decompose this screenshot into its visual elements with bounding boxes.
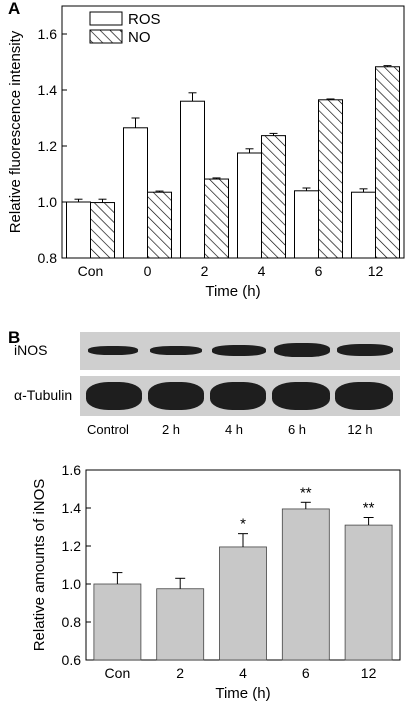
y-tick-label: 0.8 bbox=[62, 614, 82, 630]
y-tick-label: 1.0 bbox=[62, 576, 82, 592]
x-tick-label: 4 bbox=[239, 665, 247, 681]
x-tick-label: 0 bbox=[144, 263, 152, 279]
x-tick-label: Con bbox=[78, 263, 104, 279]
plot-frame bbox=[61, 5, 405, 259]
blot-row-label-inos: iNOS bbox=[14, 342, 48, 358]
lane-label: 2 h bbox=[161, 422, 181, 437]
panel-b-letter: B bbox=[8, 328, 21, 347]
x-tick-label: Con bbox=[105, 665, 131, 681]
bar-no bbox=[261, 135, 286, 259]
bar-ros bbox=[351, 191, 376, 259]
panel-a-letter: A bbox=[8, 0, 21, 18]
bar-no bbox=[90, 202, 115, 259]
significance-marker: ** bbox=[363, 500, 375, 517]
inos-band bbox=[337, 344, 393, 356]
x-tick-label: 2 bbox=[176, 665, 184, 681]
tubulin-band bbox=[210, 382, 266, 410]
bar-ros bbox=[66, 201, 91, 259]
tubulin-band bbox=[335, 382, 393, 410]
significance-marker: ** bbox=[300, 484, 312, 501]
legend-label: NO bbox=[128, 29, 151, 46]
lane-label: 12 h bbox=[347, 422, 373, 437]
x-tick-label: 2 bbox=[201, 263, 209, 279]
bar bbox=[93, 583, 142, 661]
inos-band bbox=[150, 346, 202, 355]
x-tick-label: 6 bbox=[315, 263, 323, 279]
bar-no bbox=[318, 99, 343, 259]
y-tick-label: 1.6 bbox=[38, 26, 58, 42]
bar-no bbox=[204, 178, 229, 259]
y-tick-label: 1.2 bbox=[38, 138, 58, 154]
bar bbox=[281, 508, 330, 661]
legend-label: ROS bbox=[128, 11, 161, 28]
y-tick-label: 1.4 bbox=[62, 500, 82, 516]
bar-ros bbox=[180, 100, 205, 259]
significance-marker: * bbox=[240, 516, 246, 533]
x-tick-label: 12 bbox=[368, 263, 384, 279]
tubulin-band bbox=[272, 382, 330, 410]
x-axis-label: Time (h) bbox=[215, 685, 270, 702]
bar-ros bbox=[237, 152, 262, 259]
bar bbox=[219, 546, 267, 661]
chart-b: 0.6 0.8 1.0 1.2 1.4 1.6 Con 2 4 * 6 ** 12 ** Time (h) R… bbox=[31, 462, 401, 702]
y-tick-label: 1.4 bbox=[38, 82, 58, 98]
y-tick-label: 1.2 bbox=[62, 538, 82, 554]
bar bbox=[344, 524, 393, 661]
bar-no bbox=[147, 191, 172, 259]
chart-a: 0.8 1.0 1.2 1.4 1.6 Con 0 2 4 6 12 Time (h) Relative… bbox=[7, 5, 405, 300]
y-tick-label: 0.8 bbox=[38, 250, 58, 266]
tubulin-band bbox=[148, 382, 204, 410]
lane-label: Control bbox=[87, 422, 129, 437]
x-tick-label: 4 bbox=[258, 263, 266, 279]
x-tick-label: 12 bbox=[361, 665, 377, 681]
inos-band bbox=[274, 343, 330, 357]
lane-label: 4 h bbox=[224, 422, 244, 437]
bar-no bbox=[375, 66, 400, 259]
inos-band bbox=[212, 345, 266, 356]
y-tick-label: 1.0 bbox=[38, 194, 58, 210]
blot-row-label-tubulin: α-Tubulin bbox=[14, 387, 73, 403]
bar bbox=[156, 588, 205, 661]
lane-label: 6 h bbox=[287, 422, 307, 437]
bar-ros bbox=[294, 190, 319, 259]
tubulin-band bbox=[86, 382, 142, 410]
x-axis-label: Time (h) bbox=[205, 283, 260, 300]
y-axis-label: Relative fluorescence intensity bbox=[7, 30, 24, 233]
y-tick-label: 1.6 bbox=[62, 462, 82, 478]
legend-swatch-no bbox=[89, 29, 123, 44]
inos-band bbox=[88, 346, 138, 355]
legend-swatch-ros bbox=[89, 11, 123, 26]
y-axis-label: Relative amounts of iNOS bbox=[31, 479, 48, 652]
bar-ros bbox=[123, 127, 148, 259]
y-tick-label: 0.6 bbox=[62, 652, 82, 668]
western-blot: iNOS α-Tubulin Control 2 h 4 h 6 h 12 h bbox=[0, 330, 410, 440]
x-tick-label: 6 bbox=[302, 665, 310, 681]
